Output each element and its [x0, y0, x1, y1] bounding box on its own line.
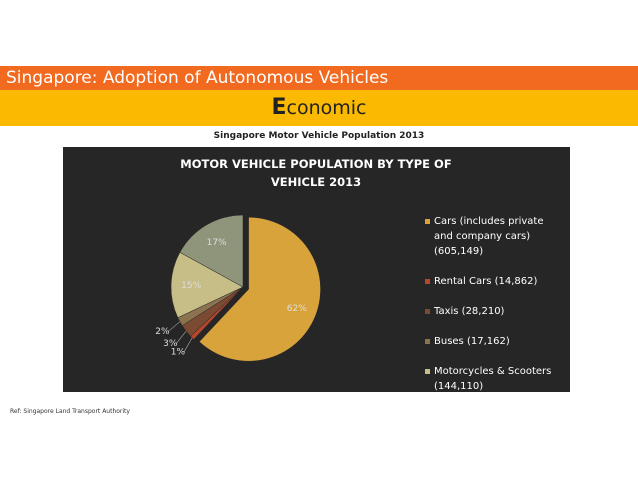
pie-slice	[179, 214, 244, 288]
pie-slice	[198, 216, 321, 362]
legend-swatch	[425, 339, 430, 344]
legend-label: Cars (includes private and company cars)…	[434, 216, 544, 257]
legend-item: Motorcycles & Scooters (144,110)	[425, 364, 565, 394]
legend-item: Taxis (28,210)	[425, 304, 565, 319]
legend-item: Rental Cars (14,862)	[425, 274, 565, 289]
slide-title: Singapore: Adoption of Autonomous Vehicl…	[0, 66, 638, 90]
legend-swatch	[425, 369, 430, 374]
legend-label: Buses (17,162)	[434, 336, 510, 347]
legend-label: Motorcycles & Scooters (144,110)	[434, 366, 552, 392]
legend: Cars (includes private and company cars)…	[425, 214, 565, 409]
source: Ref: Singapore Land Transport Authority	[10, 408, 130, 415]
data-label: 2%	[155, 327, 170, 337]
chart-title: MOTOR VEHICLE POPULATION BY TYPE OF VEHI…	[180, 157, 452, 189]
pie: 62% 1%3% 2% 15% 17%	[155, 214, 321, 362]
legend-item: Cars (includes private and company cars)…	[425, 214, 565, 259]
data-label: 1%	[171, 348, 186, 358]
legend-item: Buses (17,162)	[425, 334, 565, 349]
leader-line	[183, 337, 193, 353]
legend-swatch	[425, 219, 430, 224]
leader-line	[176, 330, 187, 344]
leader-line	[168, 321, 181, 332]
legend-label: Taxis (28,210)	[434, 306, 505, 317]
chart: 62% 1% 3% 2% 15% 17% MOTOR VEHICLE POPULATION…	[63, 147, 570, 392]
legend-swatch	[425, 309, 430, 314]
legend-swatch	[425, 279, 430, 284]
legend-label: Rental Cars (14,862)	[434, 276, 538, 287]
data-label: 17%	[207, 238, 227, 248]
data-label: 15%	[181, 281, 201, 291]
section-title: Economic	[0, 90, 638, 126]
chart-caption: Singapore Motor Vehicle Population 2013	[213, 131, 425, 141]
data-label: 3%	[163, 339, 178, 349]
pie-slice	[170, 251, 244, 318]
data-label: 62%	[287, 304, 307, 314]
